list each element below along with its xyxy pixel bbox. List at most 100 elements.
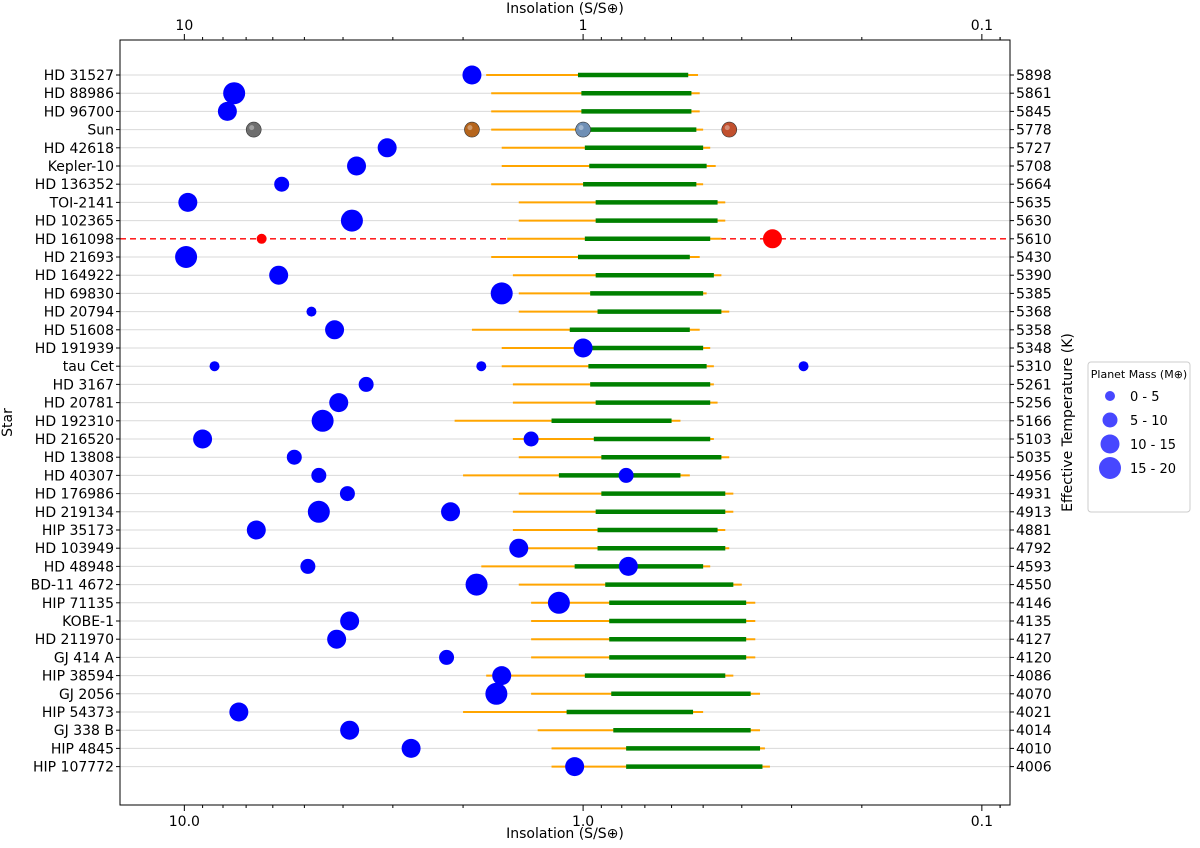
legend-marker xyxy=(1100,434,1120,454)
teff-label: 5664 xyxy=(1016,177,1052,193)
star-label: GJ 414 A xyxy=(54,650,115,666)
teff-label: 4135 xyxy=(1016,614,1052,630)
mars-icon-highlight xyxy=(724,125,730,131)
teff-label: 4021 xyxy=(1016,705,1052,721)
planet-marker xyxy=(798,361,809,372)
star-label: HD 191939 xyxy=(35,341,114,357)
planet-marker xyxy=(762,229,782,249)
star-label: HIP 71135 xyxy=(42,596,114,612)
star-label: HD 69830 xyxy=(44,286,114,302)
y-axis-label-left: Star xyxy=(0,408,16,437)
mars-icon xyxy=(721,121,738,138)
planet-marker xyxy=(300,558,316,574)
star-label: HD 216520 xyxy=(35,432,114,448)
planet-marker xyxy=(327,629,347,649)
teff-label: 5348 xyxy=(1016,341,1052,357)
planet-marker xyxy=(274,176,290,192)
planet-marker xyxy=(618,467,634,483)
teff-label: 4006 xyxy=(1016,760,1052,776)
teff-label: 5898 xyxy=(1016,68,1052,84)
teff-label: 5261 xyxy=(1016,377,1052,393)
star-label: HD 13808 xyxy=(44,450,114,466)
star-label: HD 31527 xyxy=(44,68,114,84)
star-label: KOBE-1 xyxy=(62,614,114,630)
venus-icon-highlight xyxy=(467,125,473,131)
teff-label: 5310 xyxy=(1016,359,1052,375)
teff-label: 4070 xyxy=(1016,687,1052,703)
legend-marker xyxy=(1102,412,1118,428)
star-label: HD 88986 xyxy=(44,86,114,102)
star-label: HD 192310 xyxy=(35,414,114,430)
legend-marker xyxy=(1105,391,1115,401)
planet-marker xyxy=(217,101,237,121)
star-label: HIP 107772 xyxy=(33,760,114,776)
planet-marker xyxy=(618,556,638,576)
teff-label: 5778 xyxy=(1016,123,1052,139)
teff-label: 5430 xyxy=(1016,250,1052,266)
planet-marker xyxy=(269,265,289,285)
star-label: HD 176986 xyxy=(35,487,114,503)
teff-label: 5708 xyxy=(1016,159,1052,175)
teff-label: 4956 xyxy=(1016,468,1052,484)
teff-label: 5256 xyxy=(1016,396,1052,412)
planet-marker xyxy=(340,209,363,232)
legend-label: 10 - 15 xyxy=(1130,438,1176,453)
habitable-zone-bars xyxy=(454,72,770,769)
teff-label: 4146 xyxy=(1016,596,1052,612)
star-label: HD 136352 xyxy=(35,177,114,193)
x-tick-label-bottom: 1.0 xyxy=(572,814,594,830)
legend-box xyxy=(1087,361,1191,513)
star-label: HD 3167 xyxy=(53,377,114,393)
star-label: BD-11 4672 xyxy=(31,578,114,594)
teff-label: 4931 xyxy=(1016,487,1052,503)
plot-frame xyxy=(119,39,1011,806)
planet-marker xyxy=(492,666,512,686)
x-axis-label-bottom: Insolation (S/S⊕) xyxy=(506,826,624,842)
teff-label: 5035 xyxy=(1016,450,1052,466)
teff-label: 5390 xyxy=(1016,268,1052,284)
teff-label: 4014 xyxy=(1016,723,1052,739)
star-label: HD 40307 xyxy=(44,468,114,484)
star-label: HIP 4845 xyxy=(51,741,114,757)
teff-label: 5727 xyxy=(1016,141,1052,157)
legend-label: 5 - 10 xyxy=(1130,414,1168,429)
planet-marker xyxy=(509,538,529,558)
teff-label: 5103 xyxy=(1016,432,1052,448)
teff-label: 4120 xyxy=(1016,650,1052,666)
legend-label: 15 - 20 xyxy=(1130,462,1176,477)
planet-marker xyxy=(229,702,249,722)
venus-icon xyxy=(464,121,480,138)
planet-marker xyxy=(340,720,360,740)
teff-label: 4550 xyxy=(1016,578,1052,594)
teff-label: 4593 xyxy=(1016,559,1052,575)
star-label: HD 164922 xyxy=(35,268,114,284)
x-tick-label-top: 1 xyxy=(579,18,588,34)
teff-label: 4127 xyxy=(1016,632,1052,648)
planet-marker xyxy=(175,246,198,268)
legend-marker xyxy=(1099,457,1121,479)
planet-marker xyxy=(193,429,213,449)
star-label: GJ 2056 xyxy=(59,687,114,703)
planet-marker xyxy=(209,361,220,372)
x-tick-label-top: 0.1 xyxy=(971,18,993,34)
star-label: GJ 338 B xyxy=(54,723,114,739)
planet-marker xyxy=(573,338,593,358)
planet-marker xyxy=(329,393,349,413)
star-label: HD 20794 xyxy=(44,305,114,321)
planet-marker xyxy=(311,467,327,483)
star-label: HD 21693 xyxy=(44,250,114,266)
earth-icon-highlight xyxy=(578,125,584,131)
y-axis-label-right: Effective Temperature (K) xyxy=(1060,333,1076,512)
star-label: HD 20781 xyxy=(44,396,114,412)
star-label: HD 42618 xyxy=(44,141,114,157)
planet-marker xyxy=(311,409,334,432)
star-label: HD 161098 xyxy=(35,232,114,248)
star-label: HD 219134 xyxy=(35,505,114,521)
planet-marker xyxy=(465,573,488,596)
planet-marker xyxy=(358,376,374,392)
legend-title: Planet Mass (M⊕) xyxy=(1091,368,1187,381)
star-label: tau Cet xyxy=(63,359,115,375)
planet-marker xyxy=(439,649,455,665)
teff-label: 5385 xyxy=(1016,286,1052,302)
